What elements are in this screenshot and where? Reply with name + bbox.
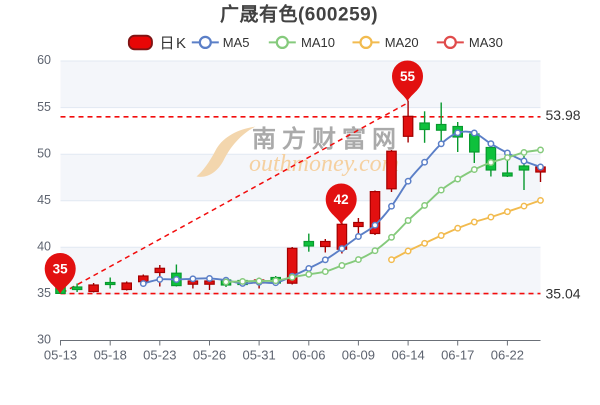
- svg-text:60: 60: [37, 53, 51, 67]
- svg-text:35: 35: [53, 262, 69, 277]
- svg-text:40: 40: [37, 240, 51, 254]
- svg-text:06-06: 06-06: [292, 348, 325, 363]
- svg-text:06-22: 06-22: [491, 348, 524, 363]
- svg-text:55: 55: [37, 100, 51, 114]
- svg-text:05-31: 05-31: [242, 348, 275, 363]
- svg-text:42: 42: [334, 192, 349, 207]
- svg-text:55: 55: [400, 69, 416, 84]
- svg-text:MA5: MA5: [223, 35, 250, 50]
- svg-text:MA30: MA30: [469, 35, 503, 50]
- svg-text:35: 35: [37, 286, 51, 300]
- svg-text:广晟有色(600259): 广晟有色(600259): [220, 3, 378, 26]
- svg-text:53.98: 53.98: [546, 107, 581, 123]
- svg-text:35.04: 35.04: [546, 286, 581, 302]
- svg-text:06-09: 06-09: [342, 348, 375, 363]
- svg-text:06-17: 06-17: [441, 348, 474, 363]
- svg-text:45: 45: [37, 193, 51, 207]
- svg-text:南方财富网: 南方财富网: [252, 125, 402, 153]
- svg-text:30: 30: [37, 333, 51, 347]
- svg-text:05-13: 05-13: [44, 348, 77, 363]
- svg-text:05-18: 05-18: [94, 348, 127, 363]
- svg-text:05-23: 05-23: [143, 348, 176, 363]
- svg-text:50: 50: [37, 146, 51, 160]
- svg-text:06-14: 06-14: [391, 348, 424, 363]
- svg-text:MA10: MA10: [301, 35, 335, 50]
- svg-text:outhmoney.com: outhmoney.com: [249, 151, 399, 177]
- svg-text:MA20: MA20: [385, 35, 419, 50]
- svg-text:日K: 日K: [160, 35, 188, 52]
- svg-text:05-26: 05-26: [193, 348, 226, 363]
